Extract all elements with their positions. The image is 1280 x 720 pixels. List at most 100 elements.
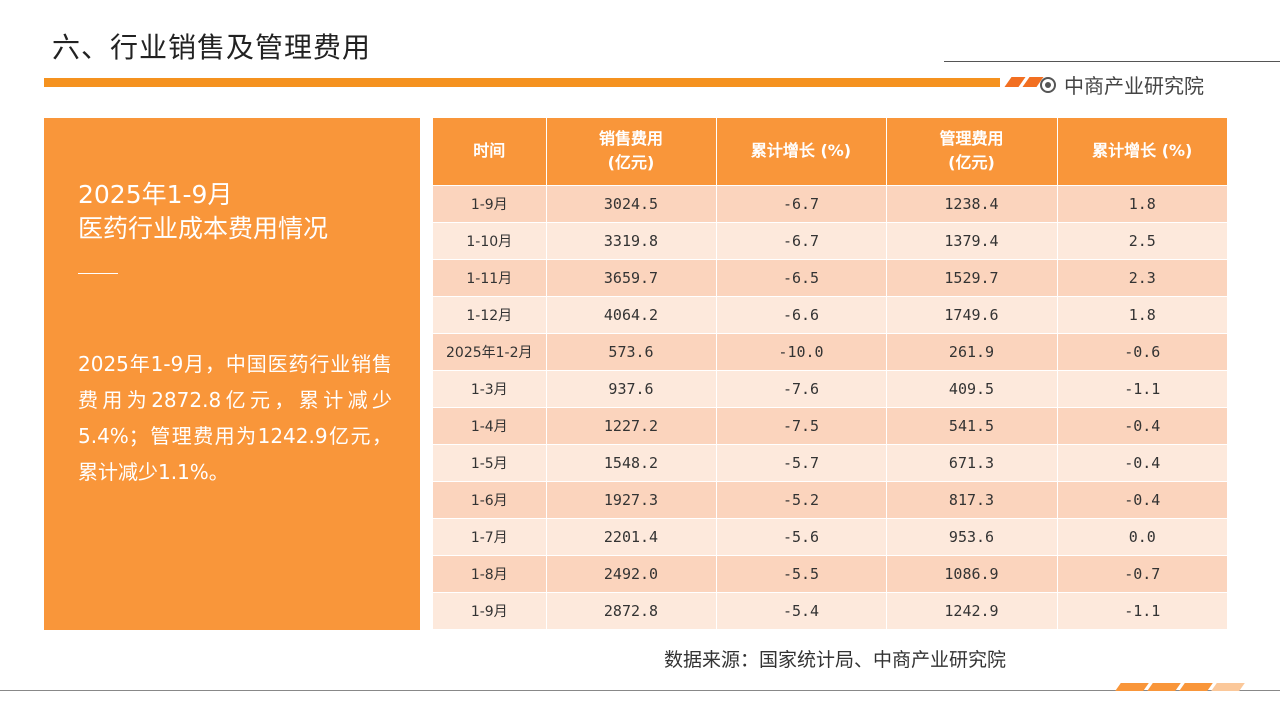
table-cell: -10.0 bbox=[716, 332, 887, 370]
column-header-unit: (亿元) bbox=[607, 153, 655, 173]
table-row: 1-10月 3319.8 -6.7 1379.4 2.5 bbox=[433, 221, 1227, 259]
table-cell: 817.3 bbox=[886, 480, 1058, 518]
column-header-label: 销售费用 bbox=[598, 129, 663, 149]
column-header-label: 管理费用 bbox=[939, 129, 1004, 149]
table-cell: 2025年1-2月 bbox=[433, 332, 547, 370]
table-cell: 1529.7 bbox=[886, 258, 1058, 296]
table-cell: 2.5 bbox=[1057, 221, 1227, 259]
table-cell: 1927.3 bbox=[546, 480, 717, 518]
table-cell: 3319.8 bbox=[546, 221, 717, 259]
table-cell: 1-6月 bbox=[433, 480, 547, 518]
table-row: 1-9月 2872.8 -5.4 1242.9 -1.1 bbox=[433, 591, 1227, 629]
table-cell: 1-10月 bbox=[433, 221, 547, 259]
accent-stripes bbox=[1004, 77, 1044, 87]
brand-circle-icon bbox=[1040, 76, 1056, 93]
table-row: 1-6月 1927.3 -5.2 817.3 -0.4 bbox=[433, 480, 1227, 518]
table-cell: -0.7 bbox=[1057, 554, 1227, 592]
table-cell: 1-5月 bbox=[433, 443, 547, 481]
table-cell: 409.5 bbox=[886, 369, 1058, 407]
table-cell: 1-3月 bbox=[433, 369, 547, 407]
brand-name: 中商产业研究院 bbox=[1064, 74, 1204, 98]
table-row: 1-11月 3659.7 -6.5 1529.7 2.3 bbox=[433, 258, 1227, 296]
table-cell: 2492.0 bbox=[546, 554, 717, 592]
column-header: 管理费用 (亿元) bbox=[886, 118, 1058, 185]
table-cell: 1086.9 bbox=[886, 554, 1058, 592]
table-cell: 1227.2 bbox=[546, 406, 717, 444]
table-cell: -1.1 bbox=[1057, 369, 1227, 407]
table-cell: 1-12月 bbox=[433, 295, 547, 333]
header-divider bbox=[944, 61, 1280, 62]
table-row: 1-7月 2201.4 -5.6 953.6 0.0 bbox=[433, 517, 1227, 555]
table-cell: 2.3 bbox=[1057, 258, 1227, 296]
table-cell: 1379.4 bbox=[886, 221, 1058, 259]
table-row: 1-4月 1227.2 -7.5 541.5 -0.4 bbox=[433, 406, 1227, 444]
column-header-label: 时间 bbox=[473, 141, 506, 161]
table-cell: 4064.2 bbox=[546, 295, 717, 333]
table-row: 1-3月 937.6 -7.6 409.5 -1.1 bbox=[433, 369, 1227, 407]
table-cell: -7.5 bbox=[716, 406, 887, 444]
summary-heading-line1: 2025年1-9月 bbox=[78, 180, 233, 209]
table-cell: -0.4 bbox=[1057, 406, 1227, 444]
table-cell: 2201.4 bbox=[546, 517, 717, 555]
summary-panel: 2025年1-9月 医药行业成本费用情况 2025年1-9月，中国医药行业销售费… bbox=[44, 118, 420, 630]
brand-logo: 中商产业研究院 bbox=[1040, 70, 1204, 99]
table-cell: 1-11月 bbox=[433, 258, 547, 296]
table-cell: -5.5 bbox=[716, 554, 887, 592]
table-cell: -0.6 bbox=[1057, 332, 1227, 370]
table-cell: -5.4 bbox=[716, 591, 887, 629]
table-cell: -5.2 bbox=[716, 480, 887, 518]
table-cell: -6.6 bbox=[716, 295, 887, 333]
summary-text: 2025年1-9月，中国医药行业销售费用为2872.8亿元，累计减少5.4%；管… bbox=[78, 352, 392, 484]
table-body: 1-9月 3024.5 -6.7 1238.4 1.8 1-10月 3319.8 -6.7 13… bbox=[433, 184, 1227, 629]
table-cell: 1238.4 bbox=[886, 184, 1058, 222]
summary-divider bbox=[78, 273, 118, 274]
table-cell: 1.8 bbox=[1057, 295, 1227, 333]
table-cell: -6.7 bbox=[716, 184, 887, 222]
table-row: 1-12月 4064.2 -6.6 1749.6 1.8 bbox=[433, 295, 1227, 333]
column-header-label: 累计增长 (%) bbox=[750, 141, 852, 161]
table-cell: 953.6 bbox=[886, 517, 1058, 555]
bottom-accent-stripes bbox=[1112, 683, 1245, 691]
table-cell: -5.7 bbox=[716, 443, 887, 481]
column-header: 时间 bbox=[433, 118, 547, 185]
table-cell: -1.1 bbox=[1057, 591, 1227, 629]
table-cell: 1242.9 bbox=[886, 591, 1058, 629]
table-header-row: 时间 销售费用 (亿元) 累计增长 (%) 管理费用 (亿元) 累计增长 (%) bbox=[433, 118, 1227, 185]
table-cell: -0.4 bbox=[1057, 480, 1227, 518]
table-cell: 541.5 bbox=[886, 406, 1058, 444]
table-cell: -0.4 bbox=[1057, 443, 1227, 481]
column-header-label: 累计增长 (%) bbox=[1092, 141, 1193, 161]
table-cell: 671.3 bbox=[886, 443, 1058, 481]
table-cell: 1-9月 bbox=[433, 591, 547, 629]
table-cell: 2872.8 bbox=[546, 591, 717, 629]
table-cell: 1-7月 bbox=[433, 517, 547, 555]
page-title: 六、行业销售及管理费用 bbox=[52, 31, 372, 64]
summary-heading-line2: 医药行业成本费用情况 bbox=[78, 214, 329, 243]
title-underline bbox=[44, 78, 1000, 87]
data-source-note: 数据来源：国家统计局、中商产业研究院 bbox=[664, 649, 1007, 671]
table-cell: 573.6 bbox=[546, 332, 717, 370]
column-header: 销售费用 (亿元) bbox=[546, 118, 717, 185]
table-row: 2025年1-2月 573.6 -10.0 261.9 -0.6 bbox=[433, 332, 1227, 370]
table-cell: 1-4月 bbox=[433, 406, 547, 444]
cost-table: 时间 销售费用 (亿元) 累计增长 (%) 管理费用 (亿元) 累计增长 (%) 1-9月 3… bbox=[433, 118, 1227, 629]
bottom-divider bbox=[0, 690, 1280, 691]
summary-heading: 2025年1-9月 医药行业成本费用情况 bbox=[78, 178, 328, 246]
data-table: 时间 销售费用 (亿元) 累计增长 (%) 管理费用 (亿元) 累计增长 (%) 1-9月 3… bbox=[433, 118, 1227, 629]
table-cell: 1.8 bbox=[1057, 184, 1227, 222]
table-cell: -6.7 bbox=[716, 221, 887, 259]
table-row: 1-9月 3024.5 -6.7 1238.4 1.8 bbox=[433, 184, 1227, 222]
table-cell: -6.5 bbox=[716, 258, 887, 296]
table-cell: -7.6 bbox=[716, 369, 887, 407]
column-header-unit: (亿元) bbox=[948, 153, 995, 173]
table-cell: -5.6 bbox=[716, 517, 887, 555]
table-cell: 3024.5 bbox=[546, 184, 717, 222]
table-cell: 0.0 bbox=[1057, 517, 1227, 555]
table-row: 1-5月 1548.2 -5.7 671.3 -0.4 bbox=[433, 443, 1227, 481]
table-cell: 1-9月 bbox=[433, 184, 547, 222]
table-cell: 1548.2 bbox=[546, 443, 717, 481]
table-cell: 1-8月 bbox=[433, 554, 547, 592]
table-cell: 937.6 bbox=[546, 369, 717, 407]
column-header: 累计增长 (%) bbox=[716, 118, 887, 185]
table-cell: 261.9 bbox=[886, 332, 1058, 370]
